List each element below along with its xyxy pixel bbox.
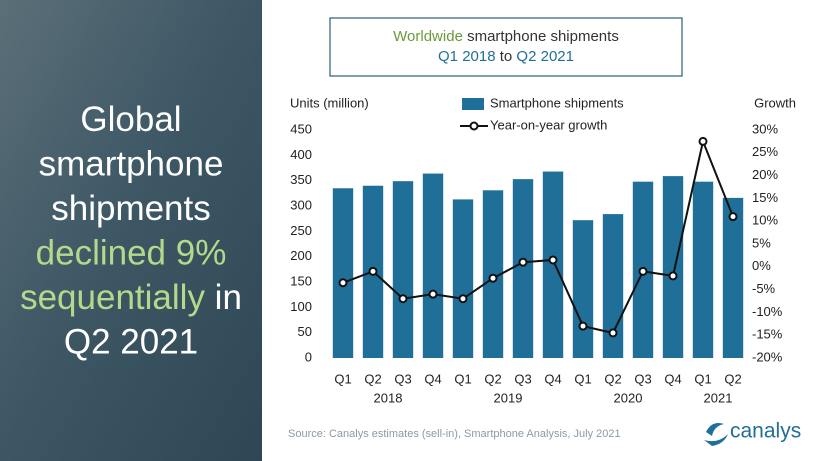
text-line: declined 9% — [36, 234, 227, 273]
legend-label: Year-on-year growth — [490, 117, 607, 132]
text-segment: Worldwide — [393, 28, 463, 45]
text-segment: shipments — [51, 189, 211, 228]
text-segment: declined 9% — [36, 234, 227, 273]
x-tick-label: Q2 — [484, 371, 501, 386]
x-tick-label: Q3 — [394, 371, 411, 386]
y-tick-label: 0 — [305, 349, 312, 364]
growth-marker — [488, 273, 498, 283]
text-segment: to — [496, 48, 517, 65]
y2-tick-label: -15% — [752, 327, 783, 342]
growth-marker — [338, 278, 348, 288]
bar — [542, 171, 564, 358]
text-line: Global — [80, 100, 181, 139]
growth-marker — [368, 266, 378, 276]
y2-tick-label: 20% — [752, 167, 778, 182]
text-line: sequentially in — [20, 278, 242, 317]
growth-marker — [668, 271, 678, 281]
y-tick-label: 300 — [290, 197, 312, 212]
x-tick-label: Q4 — [544, 371, 561, 386]
y2-tick-label: 0% — [752, 258, 771, 273]
x-tick-label: Q3 — [514, 371, 531, 386]
x-tick-label: Q2 — [604, 371, 621, 386]
growth-marker — [398, 294, 408, 304]
x-tick-label: Q4 — [664, 371, 681, 386]
bar — [692, 181, 714, 358]
growth-marker — [458, 294, 468, 304]
growth-line — [342, 138, 734, 335]
year-label: 2019 — [494, 390, 523, 405]
text-segment: Q2 2021 — [516, 48, 574, 65]
x-tick-label: Q1 — [574, 371, 591, 386]
y2-tick-label: -20% — [752, 349, 783, 364]
growth-marker — [638, 266, 648, 276]
logo: canalys — [704, 420, 801, 446]
text-segment: Q1 2018 — [438, 48, 496, 65]
text-segment: sequentially — [20, 278, 205, 317]
logo-icon — [704, 423, 728, 446]
y-tick-label: 350 — [290, 172, 312, 187]
growth-marker — [728, 212, 738, 222]
y-tick-label: 50 — [298, 324, 312, 339]
bar — [452, 199, 474, 358]
text-line: Q2 2021 — [64, 323, 198, 362]
legend-label: Smartphone shipments — [490, 95, 624, 110]
legend-marker — [469, 121, 479, 131]
photo-panel — [0, 0, 262, 461]
bar — [422, 173, 444, 358]
year-label: 2021 — [704, 390, 733, 405]
logo-text: canalys — [730, 420, 801, 443]
y2-tick-label: 10% — [752, 213, 778, 228]
growth-marker — [428, 289, 438, 299]
y2-tick-label: 5% — [752, 235, 771, 250]
y2-axis-title: Growth — [754, 95, 796, 110]
text-segment: smartphone shipments — [463, 28, 619, 45]
year-label: 2020 — [614, 390, 643, 405]
growth-marker — [608, 328, 618, 338]
bar — [512, 179, 534, 358]
text-segment: Q2 2021 — [64, 323, 198, 362]
x-tick-label: Q1 — [454, 371, 471, 386]
y2-tick-label: -10% — [752, 304, 783, 319]
growth-marker — [518, 257, 528, 267]
title-box — [329, 17, 683, 77]
bar — [722, 197, 744, 358]
bar — [662, 176, 684, 358]
growth-marker — [548, 255, 558, 265]
text-line: shipments — [51, 189, 211, 228]
y2-tick-label: 25% — [752, 144, 778, 159]
growth-marker — [578, 321, 588, 331]
y-tick-label: 400 — [290, 147, 312, 162]
x-tick-label: Q1 — [334, 371, 351, 386]
y-tick-label: 100 — [290, 299, 312, 314]
x-tick-label: Q3 — [634, 371, 651, 386]
text-segment: in — [205, 278, 242, 317]
y-axis-title: Units (million) — [290, 95, 369, 110]
y2-tick-label: 30% — [752, 121, 778, 136]
text-line: Worldwide smartphone shipments — [393, 28, 619, 45]
source: Source: Canalys estimates (sell-in), Sma… — [288, 428, 621, 440]
x-tick-label: Q1 — [694, 371, 711, 386]
bar — [332, 188, 354, 358]
bar — [392, 181, 414, 358]
y-tick-label: 150 — [290, 273, 312, 288]
text-segment: Global — [80, 100, 181, 139]
text-line: smartphone — [39, 145, 224, 184]
growth-marker — [698, 136, 708, 146]
y-tick-label: 450 — [290, 121, 312, 136]
bar — [572, 220, 594, 358]
y-tick-label: 250 — [290, 223, 312, 238]
x-tick-label: Q4 — [424, 371, 441, 386]
y2-tick-label: 15% — [752, 190, 778, 205]
y2-tick-label: -5% — [752, 281, 776, 296]
x-tick-label: Q2 — [364, 371, 381, 386]
x-tick-label: Q2 — [724, 371, 741, 386]
text-line: Q1 2018 to Q2 2021 — [438, 48, 574, 65]
text-segment: smartphone — [39, 145, 224, 184]
year-label: 2018 — [374, 390, 403, 405]
y-tick-label: 200 — [290, 248, 312, 263]
legend-swatch — [462, 98, 484, 110]
